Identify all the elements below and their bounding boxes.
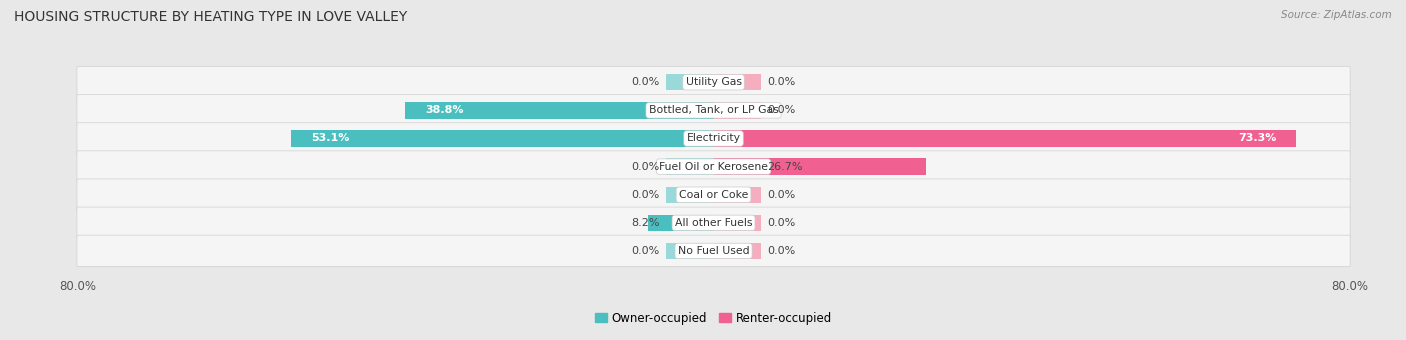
Bar	[666, 187, 714, 203]
FancyBboxPatch shape	[77, 95, 1350, 126]
Text: Source: ZipAtlas.com: Source: ZipAtlas.com	[1281, 10, 1392, 20]
FancyBboxPatch shape	[77, 151, 1350, 182]
Text: 8.2%: 8.2%	[631, 218, 659, 228]
FancyBboxPatch shape	[77, 67, 1350, 98]
Bar	[666, 158, 714, 175]
FancyBboxPatch shape	[77, 235, 1350, 267]
Text: Fuel Oil or Kerosene: Fuel Oil or Kerosene	[659, 162, 768, 172]
Text: Coal or Coke: Coal or Coke	[679, 190, 748, 200]
Text: Bottled, Tank, or LP Gas: Bottled, Tank, or LP Gas	[648, 105, 779, 115]
Bar	[291, 130, 714, 147]
Bar	[714, 130, 1296, 147]
FancyBboxPatch shape	[77, 123, 1350, 154]
Text: 0.0%: 0.0%	[768, 105, 796, 115]
Legend: Owner-occupied, Renter-occupied: Owner-occupied, Renter-occupied	[591, 307, 837, 329]
Text: HOUSING STRUCTURE BY HEATING TYPE IN LOVE VALLEY: HOUSING STRUCTURE BY HEATING TYPE IN LOV…	[14, 10, 408, 24]
Text: 38.8%: 38.8%	[425, 105, 464, 115]
Bar	[648, 215, 714, 231]
Text: 73.3%: 73.3%	[1239, 134, 1277, 143]
Text: 0.0%: 0.0%	[768, 218, 796, 228]
Text: 0.0%: 0.0%	[631, 246, 659, 256]
Text: No Fuel Used: No Fuel Used	[678, 246, 749, 256]
Bar	[714, 158, 927, 175]
Text: 0.0%: 0.0%	[768, 77, 796, 87]
Bar	[405, 102, 714, 119]
FancyBboxPatch shape	[77, 179, 1350, 210]
Bar	[714, 102, 761, 119]
Text: All other Fuels: All other Fuels	[675, 218, 752, 228]
Bar	[714, 187, 761, 203]
Bar	[714, 243, 761, 259]
Bar	[666, 243, 714, 259]
Bar	[666, 74, 714, 90]
Text: 0.0%: 0.0%	[631, 190, 659, 200]
Text: Electricity: Electricity	[686, 134, 741, 143]
Text: 53.1%: 53.1%	[311, 134, 350, 143]
Text: 0.0%: 0.0%	[631, 162, 659, 172]
Text: 26.7%: 26.7%	[768, 162, 803, 172]
Bar	[714, 215, 761, 231]
Text: 0.0%: 0.0%	[768, 190, 796, 200]
Bar	[714, 74, 761, 90]
Text: Utility Gas: Utility Gas	[686, 77, 741, 87]
Text: 0.0%: 0.0%	[768, 246, 796, 256]
Text: 0.0%: 0.0%	[631, 77, 659, 87]
FancyBboxPatch shape	[77, 207, 1350, 239]
